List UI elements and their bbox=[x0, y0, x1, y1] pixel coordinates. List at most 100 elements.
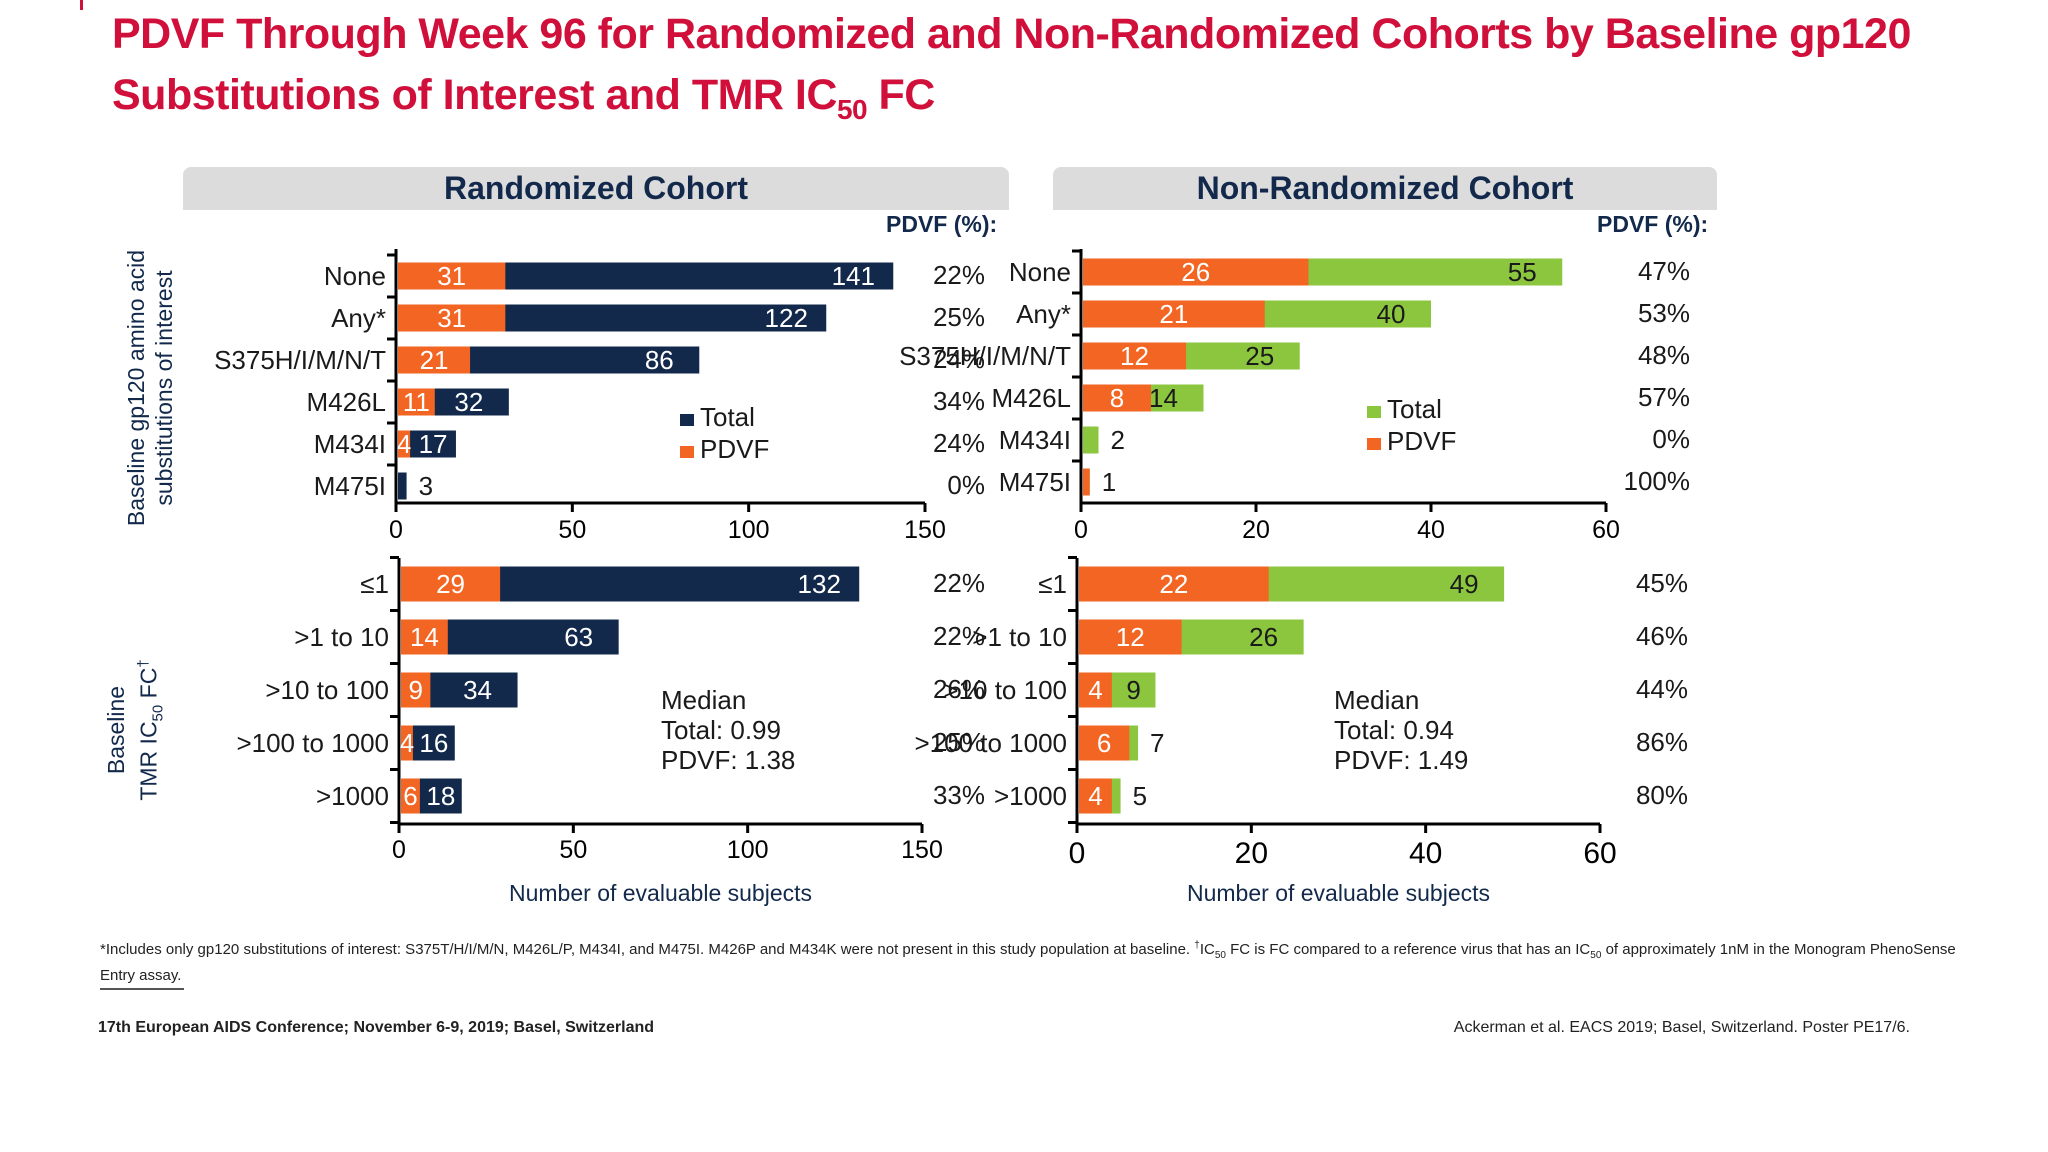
rand-subst-total-value-label: 122 bbox=[765, 303, 808, 333]
nonrand-fc-pdvf-bar bbox=[1079, 619, 1182, 655]
nonrand-fc-x-tick-label: 60 bbox=[1583, 837, 1616, 870]
rand-fc-category-label: >100 to 1000 bbox=[236, 728, 389, 758]
nonrand-fc-pdvf-bar bbox=[1079, 672, 1112, 708]
nonrand-fc-x-tick-label: 0 bbox=[1069, 837, 1086, 870]
nonrand-subst-pdvf-pct-label: 57% bbox=[1638, 382, 1690, 412]
rand-subst-legend-label-total: Total bbox=[700, 402, 755, 432]
nonrand-subst-x-tick-label: 60 bbox=[1592, 516, 1620, 544]
rand-fc-pdvf-value-label: 29 bbox=[436, 569, 465, 599]
rand-subst-x-tick-label: 100 bbox=[728, 516, 770, 544]
nonrand-fc-pdvf-value-label: 4 bbox=[1088, 675, 1102, 705]
rand-fc-x-tick-label: 100 bbox=[727, 836, 769, 864]
rand-subst-pdvf-pct-label: 34% bbox=[933, 386, 985, 416]
rand-fc-x-tick-label: 0 bbox=[392, 836, 406, 864]
rand-subst-x-tick-label: 0 bbox=[389, 516, 403, 544]
rand-subst-total-value-label: 3 bbox=[419, 471, 433, 501]
nonrand-subst-total-value-label: 55 bbox=[1508, 257, 1537, 287]
nonrand-fc-total-value-label: 49 bbox=[1450, 569, 1479, 599]
nonrand-subst-pdvf-pct-label: 0% bbox=[1652, 424, 1690, 454]
nonrand-fc-total-value-label: 9 bbox=[1126, 675, 1140, 705]
rand-fc-pdvf-pct-label: 22% bbox=[933, 621, 985, 651]
nonrand-fc-category-label: >10 to 100 bbox=[943, 675, 1067, 705]
randomized-cohort-header: Randomized Cohort bbox=[183, 167, 1009, 210]
rand-subst-pdvf-bar bbox=[398, 430, 411, 458]
rand-subst-pdvf-bar bbox=[398, 304, 506, 332]
nonrand-fc-pdvf-pct-label: 86% bbox=[1636, 727, 1688, 757]
nonrand-subst-legend-label-total: Total bbox=[1387, 394, 1442, 424]
rand-subst-pdvf-value-label: 11 bbox=[403, 387, 430, 417]
rand-fc-pdvf-bar bbox=[401, 725, 413, 761]
nonrand-fc-median-line: PDVF: 1.49 bbox=[1334, 745, 1468, 775]
rand-subst-legend-swatch-pdvf bbox=[680, 446, 694, 458]
nonrand-fc-x-tick-label: 20 bbox=[1235, 837, 1268, 870]
rand-subst-x-tick-label: 150 bbox=[904, 516, 946, 544]
rand-fc-pdvf-bar bbox=[401, 778, 420, 814]
rand-subst-pdvf-pct-label: 24% bbox=[933, 344, 985, 374]
rand-fc-x-tick-label: 150 bbox=[901, 836, 943, 864]
nonrand-subst-total-value-label: 14 bbox=[1149, 383, 1178, 413]
rand-fc-pdvf-bar bbox=[401, 566, 501, 602]
nonrand-subst-category-label: M434I bbox=[999, 425, 1071, 455]
nonrand-fc-median-line: Total: 0.94 bbox=[1334, 715, 1454, 745]
nonrand-fc-x-axis-label: Number of evaluable subjects bbox=[1187, 880, 1490, 906]
nonrand-fc-pdvf-pct-label: 46% bbox=[1636, 621, 1688, 651]
rand-fc-pdvf-value-label: 6 bbox=[403, 781, 417, 811]
nonrand-subst-category-label: S375H/I/M/N/T bbox=[899, 341, 1071, 371]
rand-subst-pdvf-pct-label: 0% bbox=[947, 470, 985, 500]
rand-fc-pdvf-bar bbox=[401, 619, 448, 655]
citation: Ackerman et al. EACS 2019; Basel, Switze… bbox=[1453, 1019, 1910, 1036]
nonrand-subst-category-label: None bbox=[1009, 257, 1071, 287]
nonrand-fc-category-label: >100 to 1000 bbox=[914, 728, 1067, 758]
conference-info: 17th European AIDS Conference; November … bbox=[98, 1019, 655, 1036]
rand-subst-total-value-label: 32 bbox=[454, 387, 483, 417]
nonrand-subst-pdvf-bar bbox=[1083, 384, 1151, 412]
nonrand-fc-pdvf-bar bbox=[1079, 566, 1269, 602]
nonrand-fc-pdvf-value-label: 12 bbox=[1116, 622, 1145, 652]
rand-fc-total-value-label: 18 bbox=[426, 781, 455, 811]
nonrand-subst-total-bar bbox=[1083, 426, 1099, 454]
slide-title: PDVF Through Week 96 for Randomized and … bbox=[112, 10, 1911, 125]
rand-fc-pdvf-bar bbox=[401, 672, 431, 708]
nonrand-subst-total-value-label: 2 bbox=[1111, 425, 1125, 455]
nonrandomized-cohort-header: Non-Randomized Cohort bbox=[1053, 167, 1717, 210]
rand-fc-pdvf-value-label: 4 bbox=[400, 728, 414, 758]
nonrand-fc-pdvf-bar bbox=[1079, 778, 1112, 814]
rand-subst-category-label: M434I bbox=[314, 429, 386, 459]
nonrand-subst-pdvf-pct-label: 48% bbox=[1638, 340, 1690, 370]
nonrand-subst-legend-label-pdvf: PDVF bbox=[1387, 426, 1456, 456]
rand-fc-category-label: >1000 bbox=[316, 781, 389, 811]
footnote: *Includes only gp120 substitutions of in… bbox=[100, 940, 1956, 984]
randomized-pdvf-pct-header: PDVF (%): bbox=[886, 211, 998, 237]
rand-subst-category-label: Any* bbox=[331, 303, 386, 333]
rand-subst-legend-swatch-total bbox=[680, 414, 694, 426]
nonrand-subst-x-tick-label: 40 bbox=[1417, 516, 1445, 544]
nonrand-fc-total-value-label: 7 bbox=[1150, 728, 1164, 758]
nonrand-subst-pdvf-value-label: 8 bbox=[1110, 383, 1124, 413]
nonrand-fc-category-label: >1 to 10 bbox=[972, 622, 1067, 652]
nonrand-subst-legend-swatch-total bbox=[1367, 406, 1381, 418]
nonrand-subst-pdvf-pct-label: 47% bbox=[1638, 256, 1690, 286]
nonrand-fc-median-line: Median bbox=[1334, 685, 1419, 715]
nonrand-fc-pdvf-bar bbox=[1079, 725, 1130, 761]
footnote-rule bbox=[100, 988, 184, 990]
nonrand-subst-category-label: Any* bbox=[1016, 299, 1071, 329]
nonrand-fc-pdvf-pct-label: 44% bbox=[1636, 674, 1688, 704]
rand-fc-pdvf-value-label: 9 bbox=[408, 675, 422, 705]
accent-mark bbox=[80, 0, 83, 10]
rand-subst-pdvf-value-label: 31 bbox=[437, 261, 466, 291]
rand-fc-pdvf-pct-label: 26% bbox=[933, 674, 985, 704]
rand-subst-pdvf-bar bbox=[398, 262, 506, 290]
rand-fc-total-value-label: 16 bbox=[419, 728, 448, 758]
rand-subst-pdvf-value-label: 31 bbox=[437, 303, 466, 333]
rand-fc-x-tick-label: 50 bbox=[559, 836, 587, 864]
nonrand-fc-total-value-label: 5 bbox=[1133, 781, 1147, 811]
nonrand-subst-total-value-label: 40 bbox=[1377, 299, 1406, 329]
nonrand-subst-total-value-label: 1 bbox=[1102, 467, 1116, 497]
rand-subst-pdvf-bar bbox=[398, 346, 471, 374]
nonrand-fc-pdvf-value-label: 6 bbox=[1097, 728, 1111, 758]
rand-subst-category-label: S375H/I/M/N/T bbox=[214, 345, 386, 375]
nonrandomized-pdvf-pct-header: PDVF (%): bbox=[1597, 211, 1709, 237]
rand-fc-category-label: >1 to 10 bbox=[294, 622, 389, 652]
rand-fc-category-label: >10 to 100 bbox=[265, 675, 389, 705]
